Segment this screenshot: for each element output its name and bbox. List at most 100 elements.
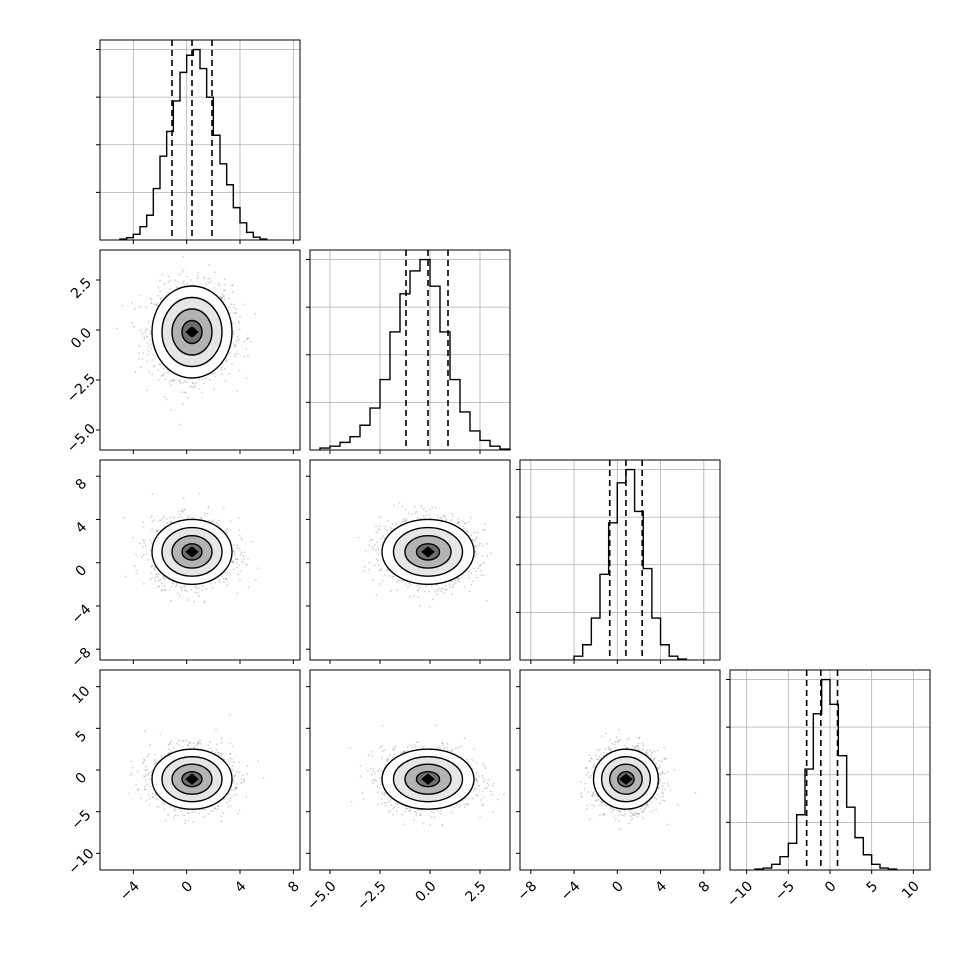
- x-tick-label: 10: [899, 878, 923, 902]
- scatter-point: [372, 579, 375, 582]
- scatter-point: [234, 313, 237, 315]
- scatter-point: [425, 514, 428, 517]
- scatter-point: [218, 581, 220, 584]
- scatter-point: [179, 586, 182, 588]
- scatter-point: [207, 281, 210, 284]
- scatter-point: [226, 528, 229, 530]
- scatter-point: [168, 752, 171, 754]
- scatter-point: [456, 577, 459, 580]
- scatter-point: [226, 532, 228, 535]
- scatter-point: [163, 372, 166, 375]
- scatter-point: [150, 577, 153, 580]
- scatter-point: [443, 515, 446, 518]
- scatter-point: [203, 512, 206, 515]
- scatter-point: [236, 558, 239, 561]
- scatter-point: [173, 279, 176, 282]
- scatter-point: [161, 273, 164, 276]
- scatter-point: [162, 576, 165, 578]
- scatter-point: [133, 325, 136, 328]
- scatter-point: [425, 510, 428, 513]
- scatter-point: [189, 385, 191, 388]
- y-tick-label: 0: [73, 562, 91, 580]
- scatter-point: [143, 541, 145, 544]
- scatter-point: [231, 284, 233, 287]
- scatter-point: [197, 592, 199, 595]
- scatter-point: [241, 539, 243, 541]
- scatter-point: [163, 585, 166, 588]
- scatter-point: [149, 330, 152, 332]
- scatter-point: [239, 315, 242, 318]
- scatter-point: [482, 529, 485, 532]
- scatter-point: [181, 403, 184, 406]
- scatter-point: [196, 277, 199, 280]
- scatter-point: [245, 376, 248, 379]
- scatter-point: [423, 516, 426, 519]
- scatter-point: [378, 528, 381, 531]
- scatter-point: [141, 358, 144, 361]
- panel-frame: [519, 459, 721, 661]
- scatter-point: [471, 538, 474, 541]
- scatter-point: [160, 589, 163, 592]
- scatter-point: [430, 585, 433, 587]
- scatter-point: [379, 544, 382, 547]
- scatter-point: [155, 530, 158, 532]
- scatter-point: [165, 398, 168, 401]
- scatter-point: [376, 559, 379, 562]
- scatter-point: [152, 364, 155, 367]
- scatter-point: [211, 586, 214, 589]
- scatter-point: [164, 589, 167, 591]
- scatter-point: [482, 574, 484, 577]
- contour-line: [161, 526, 223, 577]
- scatter-point: [233, 344, 236, 346]
- scatter-point: [153, 519, 155, 522]
- scatter-point: [481, 544, 484, 547]
- scatter-point: [224, 283, 227, 286]
- scatter-point: [217, 523, 220, 526]
- scatter-point: [237, 573, 240, 576]
- scatter-point: [458, 520, 461, 523]
- scatter-point: [384, 574, 386, 576]
- scatter-point: [149, 549, 152, 552]
- scatter-point: [384, 525, 387, 528]
- scatter-point: [170, 384, 173, 386]
- scatter-point: [139, 294, 142, 297]
- scatter-point: [187, 515, 190, 518]
- scatter-point: [422, 508, 425, 511]
- scatter-point: [424, 590, 427, 593]
- scatter-point: [395, 522, 398, 525]
- scatter-point: [153, 568, 156, 571]
- scatter-point: [223, 278, 226, 281]
- y-tick-label: 0.0: [68, 325, 95, 352]
- scatter-point: [144, 331, 146, 334]
- scatter-point: [238, 528, 240, 531]
- scatter-point: [378, 568, 381, 571]
- scatter-point: [165, 518, 168, 520]
- scatter-point: [439, 516, 442, 519]
- scatter-point: [147, 753, 150, 756]
- contour-line: [381, 518, 475, 586]
- scatter-point: [468, 570, 470, 573]
- scatter-point: [232, 312, 235, 315]
- scatter-point: [206, 512, 209, 515]
- scatter-point: [182, 268, 185, 271]
- scatter-point: [404, 519, 406, 522]
- scatter-point: [402, 520, 405, 523]
- scatter-point: [201, 377, 204, 380]
- scatter-point: [410, 513, 413, 516]
- scatter-point: [233, 355, 236, 357]
- scatter-point: [239, 570, 242, 573]
- scatter-point: [473, 538, 476, 541]
- scatter-point: [151, 528, 154, 531]
- scatter-point: [231, 322, 234, 325]
- scatter-point: [484, 522, 486, 525]
- scatter-point: [376, 531, 379, 534]
- scatter-point: [233, 552, 236, 554]
- scatter-point: [166, 292, 169, 295]
- scatter-point: [417, 589, 419, 592]
- scatter-point: [135, 572, 138, 575]
- scatter-point: [213, 271, 216, 274]
- scatter-point: [224, 530, 227, 532]
- scatter-point: [159, 279, 162, 282]
- scatter-point: [156, 301, 158, 304]
